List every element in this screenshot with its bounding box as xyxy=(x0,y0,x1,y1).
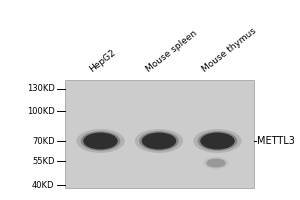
Ellipse shape xyxy=(142,132,176,150)
Ellipse shape xyxy=(83,132,118,150)
Text: HepG2: HepG2 xyxy=(88,48,117,74)
Bar xyxy=(64,80,254,188)
Text: METTL3: METTL3 xyxy=(257,136,295,146)
Text: 40KD: 40KD xyxy=(32,180,55,190)
Ellipse shape xyxy=(198,131,237,151)
Ellipse shape xyxy=(194,129,242,153)
Ellipse shape xyxy=(203,157,229,169)
Text: Mouse spleen: Mouse spleen xyxy=(145,29,199,74)
Ellipse shape xyxy=(206,158,226,168)
Ellipse shape xyxy=(135,129,183,153)
Text: 55KD: 55KD xyxy=(32,156,55,166)
Ellipse shape xyxy=(81,131,120,151)
Text: 130KD: 130KD xyxy=(27,84,55,93)
Text: Mouse thymus: Mouse thymus xyxy=(200,26,257,74)
Text: 100KD: 100KD xyxy=(27,106,55,116)
Ellipse shape xyxy=(200,132,235,150)
Ellipse shape xyxy=(76,129,125,153)
Text: 70KD: 70KD xyxy=(32,136,55,146)
Ellipse shape xyxy=(139,131,179,151)
